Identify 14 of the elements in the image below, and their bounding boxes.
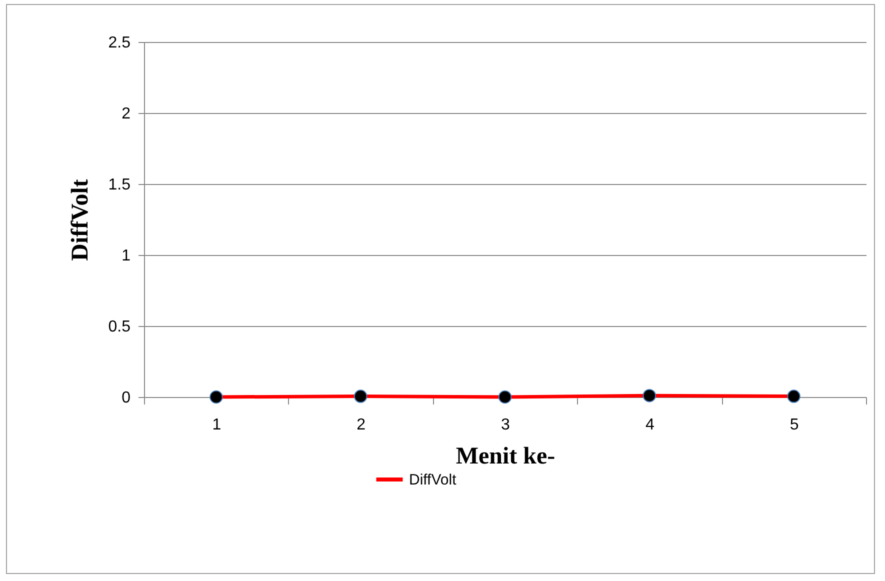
y-tick-label: 2.5: [108, 34, 131, 52]
y-tick-label: 2: [122, 106, 131, 122]
y-tick-label: 1.5: [108, 176, 131, 194]
y-tick-label: 0.5: [108, 318, 131, 336]
y-tick-label: 0: [122, 390, 131, 406]
x-tick-label: 5: [790, 416, 799, 434]
legend-label: DiffVolt: [409, 472, 458, 488]
y-axis-title: DiffVolt: [67, 179, 94, 261]
x-tick-label: 1: [212, 416, 222, 434]
x-axis-title: Menit ke-: [456, 444, 556, 470]
y-tick-label: 1: [122, 248, 131, 264]
x-tick-label: 4: [645, 416, 654, 434]
x-tick-label: 2: [356, 416, 366, 434]
x-tick-label: 3: [501, 416, 510, 434]
